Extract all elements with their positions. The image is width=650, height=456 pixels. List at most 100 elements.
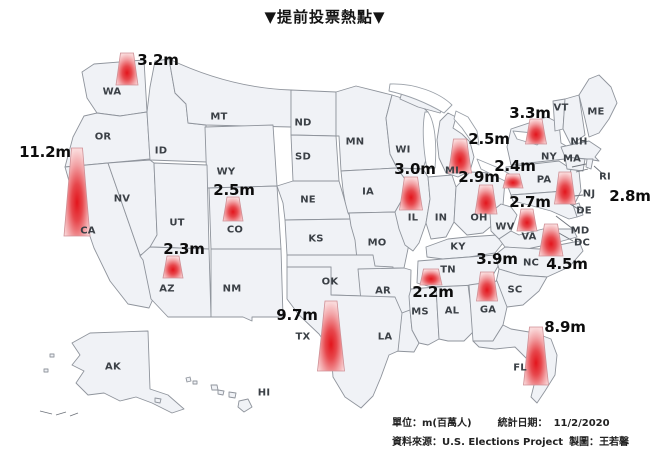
marker-value-ca: 11.2m <box>19 143 71 161</box>
state-label-de: DE <box>576 205 592 217</box>
state-label-mt: MT <box>210 111 228 123</box>
state-label-dc: DC <box>573 237 591 249</box>
state-label-nm: NM <box>222 283 242 295</box>
state-label-tx: TX <box>295 331 311 343</box>
marker-cone-co <box>222 196 244 222</box>
state-shape-hi-3 <box>210 384 219 391</box>
state-shape-me <box>578 74 618 138</box>
marker-cone-fl <box>523 326 549 386</box>
page-title: ▼提前投票熱點▼ <box>264 8 386 26</box>
state-shape-wy <box>204 124 278 189</box>
state-shape-ut <box>149 162 210 250</box>
lake-huron <box>453 110 480 146</box>
state-shape-ne <box>276 180 353 221</box>
state-label-in: IN <box>434 212 448 224</box>
marker-value-fl: 8.9m <box>544 318 586 336</box>
state-label-nj: NJ <box>582 188 596 200</box>
source-label: 資料來源： <box>392 437 442 448</box>
marker-cone-va <box>516 208 538 232</box>
state-label-al: AL <box>444 305 460 317</box>
state-shape-hi-4 <box>217 389 225 396</box>
state-label-sd: SD <box>295 151 311 163</box>
footer-line-1: 單位：m(百萬人) 統計日期： 11/2/2020 <box>392 414 610 429</box>
state-label-wi: WI <box>395 144 411 156</box>
state-label-ma: MA <box>562 153 582 165</box>
state-label-oh: OH <box>470 212 488 224</box>
state-shape-hi-5 <box>228 391 237 399</box>
marker-cone-ga <box>476 271 498 302</box>
state-label-hi: HI <box>257 387 271 399</box>
marker-cone-nc <box>538 223 564 257</box>
state-shape-tx <box>286 266 403 409</box>
marker-value-co: 2.5m <box>213 181 255 199</box>
state-label-nd: ND <box>294 117 312 129</box>
marker-value-tn: 2.2m <box>412 283 454 301</box>
state-label-nh: NH <box>570 136 588 148</box>
state-shape-ct <box>564 156 586 172</box>
state-label-ok: OK <box>321 276 339 288</box>
state-shape-ak <box>71 330 185 414</box>
stat-date-value: 11/2/2020 <box>553 418 610 429</box>
state-label-la: LA <box>377 331 393 343</box>
state-label-ar: AR <box>375 285 391 297</box>
island-long-island-1 <box>571 163 587 168</box>
marker-cone-nj <box>554 171 576 205</box>
state-label-mi: MI <box>444 165 460 177</box>
state-label-ky: KY <box>450 241 466 253</box>
state-shape-az <box>139 246 212 318</box>
marker-value-az: 2.3m <box>163 240 205 258</box>
marker-cone-ca <box>63 147 91 237</box>
leader-line-ri <box>593 165 604 175</box>
state-shape-mt <box>168 58 292 128</box>
state-label-ne: NE <box>300 194 316 206</box>
marker-value-ny: 3.3m <box>509 104 551 122</box>
aleutian-dash-1 <box>39 410 53 415</box>
marker-value-nj: 2.8m <box>609 187 650 205</box>
aleutian-dash-2 <box>55 411 67 416</box>
state-label-ak: AK <box>105 361 121 373</box>
state-label-ia: IA <box>362 186 374 198</box>
marker-cone-oh <box>474 184 498 215</box>
state-label-ut: UT <box>169 217 185 229</box>
leader-line-nj <box>573 194 584 197</box>
marker-value-va: 2.7m <box>509 193 551 211</box>
state-label-wv: WV <box>495 221 515 233</box>
state-label-id: ID <box>154 145 168 157</box>
unit-label: 單位：m(百萬人) <box>392 418 472 429</box>
state-shape-nh <box>562 94 586 146</box>
marker-cone-il <box>399 176 423 211</box>
state-shape-nd <box>290 89 337 137</box>
leader-line-md <box>555 215 574 230</box>
marker-cone-mi <box>448 138 472 174</box>
leader-line-de <box>569 203 581 211</box>
stat-date-label: 統計日期： <box>497 418 548 429</box>
marker-value-nc: 4.5m <box>546 255 588 273</box>
state-label-or: OR <box>94 131 112 143</box>
marker-cone-wa <box>115 52 139 86</box>
maker-value: 王若馨 <box>599 437 630 448</box>
state-label-tn: TN <box>440 264 456 276</box>
marker-cone-tx <box>317 300 345 372</box>
state-label-mo: MO <box>367 237 387 249</box>
state-label-md: MD <box>570 225 590 237</box>
lake-michigan <box>422 111 437 170</box>
lake-superior <box>388 83 453 114</box>
state-label-ca: CA <box>80 225 96 237</box>
state-label-wy: WY <box>216 166 236 178</box>
state-shape-ri <box>585 158 594 170</box>
state-label-me: ME <box>587 106 605 118</box>
state-shape-hi-1 <box>185 376 192 383</box>
state-label-ny: NY <box>540 151 558 163</box>
marker-value-oh: 2.9m <box>458 168 500 186</box>
state-label-va: VA <box>521 231 537 243</box>
state-label-nv: NV <box>113 193 131 205</box>
source-value: U.S. Elections Project <box>442 437 564 448</box>
marker-cone-pa <box>502 173 524 189</box>
state-label-wa: WA <box>102 86 122 98</box>
state-label-fl: FL <box>513 362 527 374</box>
state-shape-nm <box>210 248 284 322</box>
maker-label: 製圖： <box>569 437 600 448</box>
marker-value-mi: 2.5m <box>468 130 510 148</box>
marker-cone-ny <box>525 118 547 145</box>
